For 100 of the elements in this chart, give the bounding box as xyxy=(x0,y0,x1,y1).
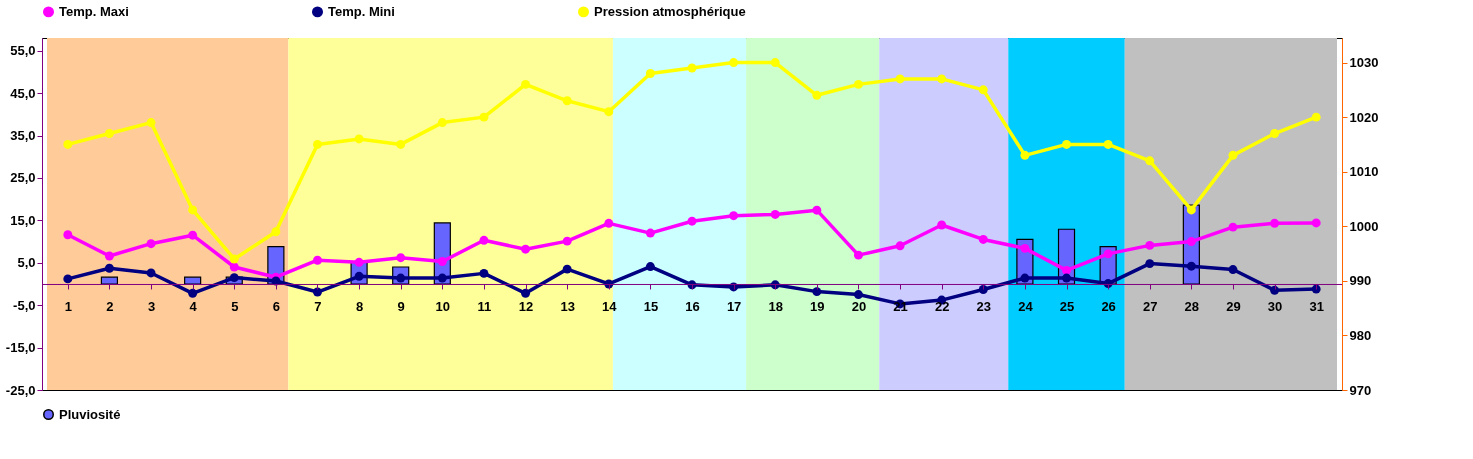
point xyxy=(895,241,905,251)
point xyxy=(396,253,406,263)
point xyxy=(188,288,198,298)
y2-tick-label: 1000 xyxy=(1349,218,1379,234)
point xyxy=(146,118,156,128)
point xyxy=(1020,273,1030,283)
point xyxy=(521,244,531,254)
x-tick-label: 1 xyxy=(64,299,72,315)
y2-tick-label: 1020 xyxy=(1349,109,1379,125)
point xyxy=(562,264,572,274)
x-tick-label: 31 xyxy=(1309,299,1324,315)
point xyxy=(1103,139,1113,149)
point xyxy=(437,257,447,266)
x-tick-label: 24 xyxy=(1018,299,1034,315)
x-tick-label: 10 xyxy=(435,299,451,315)
point xyxy=(645,228,655,238)
y2-tick-label: 980 xyxy=(1349,327,1372,343)
y-tick-label: -5,0 xyxy=(13,297,36,313)
x-tick-label: 16 xyxy=(685,299,700,315)
point xyxy=(687,216,697,226)
legend-label: Temp. Maxi xyxy=(59,3,129,19)
x-tick-label: 29 xyxy=(1226,299,1241,315)
point xyxy=(1186,237,1196,247)
point xyxy=(853,250,863,260)
y2-tick-label: 990 xyxy=(1349,273,1372,289)
y-tick-label: 45,0 xyxy=(10,85,36,101)
point xyxy=(562,236,572,246)
point xyxy=(1311,218,1321,228)
point xyxy=(1270,285,1280,295)
x-tick-label: 8 xyxy=(355,299,364,315)
point xyxy=(437,118,447,128)
x-tick-label: 9 xyxy=(397,299,405,315)
x-tick-label: 2 xyxy=(106,299,114,315)
x-tick-label: 15 xyxy=(643,299,659,315)
x-tick-label: 6 xyxy=(272,299,280,315)
y-tick-label: 15,0 xyxy=(10,212,36,228)
point xyxy=(521,79,531,89)
y2-tick-label: 1010 xyxy=(1349,164,1379,180)
point xyxy=(354,257,364,267)
point xyxy=(479,112,489,122)
point xyxy=(271,227,281,237)
y-tick-label: 5,0 xyxy=(17,255,36,271)
x-tick-label: 28 xyxy=(1184,299,1200,315)
x-tick-label: 22 xyxy=(934,299,950,315)
point xyxy=(770,58,780,68)
point xyxy=(853,290,863,300)
point xyxy=(978,85,988,95)
point xyxy=(146,268,156,278)
point xyxy=(479,235,489,245)
point xyxy=(396,139,406,149)
point xyxy=(1020,150,1030,160)
point xyxy=(1020,243,1030,253)
point xyxy=(812,90,822,100)
x-tick-label: 20 xyxy=(851,299,867,315)
x-tick-label: 30 xyxy=(1267,299,1283,315)
point xyxy=(812,287,822,297)
legend-label: Pression atmosphérique xyxy=(594,3,746,19)
point xyxy=(313,287,322,297)
point xyxy=(1186,261,1196,271)
legend-label: Pluviosité xyxy=(59,406,121,422)
point xyxy=(1311,284,1321,294)
point xyxy=(1270,218,1280,228)
point xyxy=(63,139,73,149)
point xyxy=(1228,222,1238,232)
x-tick-label: 12 xyxy=(518,299,534,315)
point xyxy=(1062,265,1071,275)
point xyxy=(937,74,947,84)
point xyxy=(729,58,739,68)
point xyxy=(645,69,655,78)
point xyxy=(1186,205,1196,215)
point xyxy=(63,230,73,240)
point xyxy=(687,63,697,73)
point xyxy=(978,234,988,244)
point xyxy=(1145,156,1155,166)
point xyxy=(604,107,614,117)
point xyxy=(1311,112,1321,122)
y2-tick-label: 970 xyxy=(1349,382,1372,398)
legend-label: Temp. Mini xyxy=(328,3,395,19)
x-tick-label: 26 xyxy=(1101,299,1116,315)
point xyxy=(645,262,655,272)
point xyxy=(853,79,863,89)
point xyxy=(562,96,572,106)
x-tick-label: 14 xyxy=(602,299,618,315)
y-tick-label: 35,0 xyxy=(10,128,36,144)
x-tick-label: 23 xyxy=(976,299,992,315)
point xyxy=(1145,259,1155,269)
point xyxy=(937,220,947,230)
point xyxy=(1062,139,1071,149)
point xyxy=(313,139,322,149)
point xyxy=(895,74,905,84)
point xyxy=(354,134,364,144)
y-tick-label: -25,0 xyxy=(5,382,36,398)
point xyxy=(1270,129,1280,138)
point xyxy=(479,268,489,278)
x-tick-label: 5 xyxy=(231,299,239,315)
point xyxy=(1103,249,1113,259)
x-tick-label: 11 xyxy=(477,299,492,315)
x-tick-label: 19 xyxy=(810,299,825,315)
point xyxy=(63,274,73,284)
point xyxy=(188,230,198,240)
